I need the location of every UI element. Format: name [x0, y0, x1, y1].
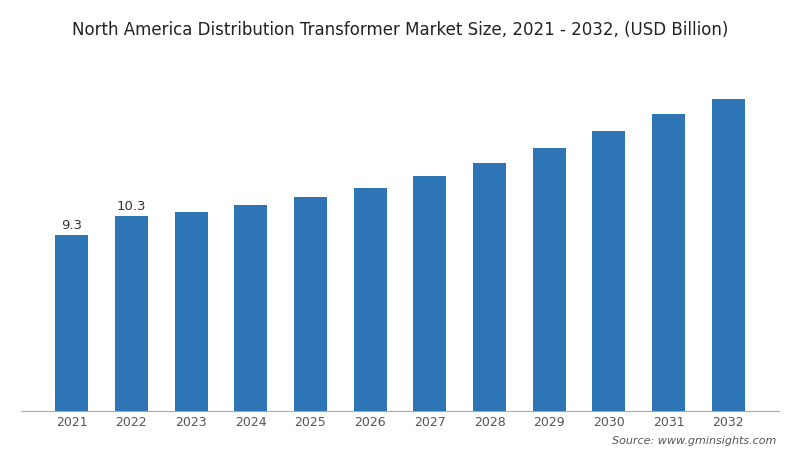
- Bar: [294, 197, 327, 411]
- Bar: [593, 131, 626, 411]
- Bar: [712, 99, 745, 411]
- Title: North America Distribution Transformer Market Size, 2021 - 2032, (USD Billion): North America Distribution Transformer M…: [72, 21, 728, 39]
- Bar: [55, 235, 88, 411]
- Text: 10.3: 10.3: [117, 200, 146, 213]
- Text: 9.3: 9.3: [62, 219, 82, 232]
- Bar: [115, 216, 148, 411]
- Bar: [652, 114, 685, 411]
- Bar: [174, 212, 207, 411]
- Bar: [473, 163, 506, 411]
- Text: Source: www.gminsights.com: Source: www.gminsights.com: [612, 436, 776, 446]
- Bar: [533, 148, 566, 411]
- Bar: [354, 188, 386, 411]
- Bar: [234, 205, 267, 411]
- Bar: [414, 176, 446, 411]
